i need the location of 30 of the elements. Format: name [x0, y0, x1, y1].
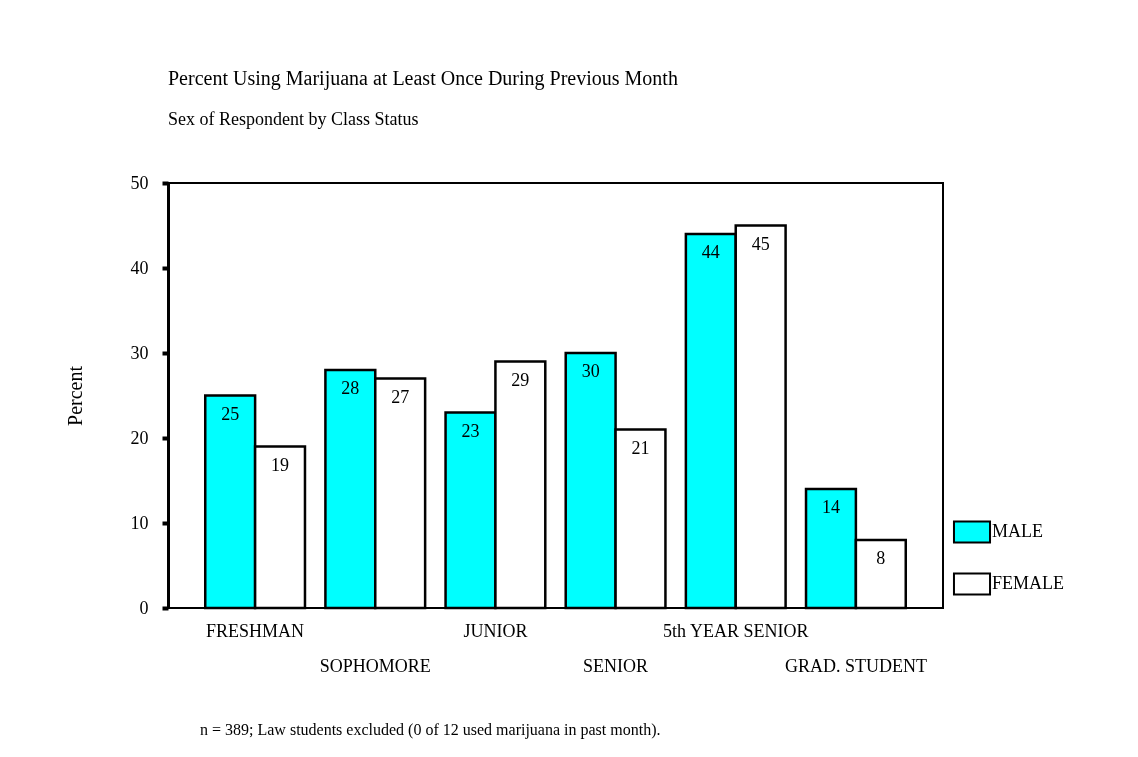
data-label: 29: [511, 369, 530, 390]
data-label: 45: [751, 233, 770, 254]
chart-subtitle: Sex of Respondent by Class Status: [168, 109, 419, 129]
x-tick-label: SOPHOMORE: [319, 656, 431, 676]
y-tick-label: 10: [130, 512, 149, 533]
data-label: 30: [581, 361, 600, 381]
x-tick-label: FRESHMAN: [206, 621, 305, 641]
data-label: 44: [701, 242, 720, 262]
y-tick-label: 40: [130, 257, 149, 278]
y-tick-label: 20: [130, 427, 149, 448]
data-label: 23: [461, 420, 480, 441]
data-label: 8: [876, 548, 886, 568]
y-tick-label: 30: [130, 342, 149, 363]
text: n = 389; Law students excluded (0 of 12 used marijuana in past month).: [200, 721, 661, 739]
x-tick-label: GRAD. STUDENT: [784, 656, 927, 676]
data-label: 14: [821, 497, 840, 517]
data-label: 28: [341, 378, 360, 398]
x-tick-label: JUNIOR: [463, 621, 528, 641]
y-axis-title: Percent: [63, 365, 86, 426]
legend-label: MALE: [992, 521, 1043, 541]
data-label: 27: [391, 386, 410, 407]
x-tick-label: SENIOR: [583, 656, 649, 676]
x-tick-label: 5th YEAR SENIOR: [663, 621, 809, 641]
data-label: 19: [271, 454, 290, 475]
data-label: 21: [631, 437, 650, 458]
data-label: 25: [221, 403, 240, 424]
chart-title: Percent Using Marijuana at Least Once During Previous Month: [168, 67, 678, 90]
y-tick-label: 50: [130, 172, 149, 193]
legend-label: FEMALE: [992, 573, 1064, 593]
y-tick-label: 0: [139, 597, 149, 618]
